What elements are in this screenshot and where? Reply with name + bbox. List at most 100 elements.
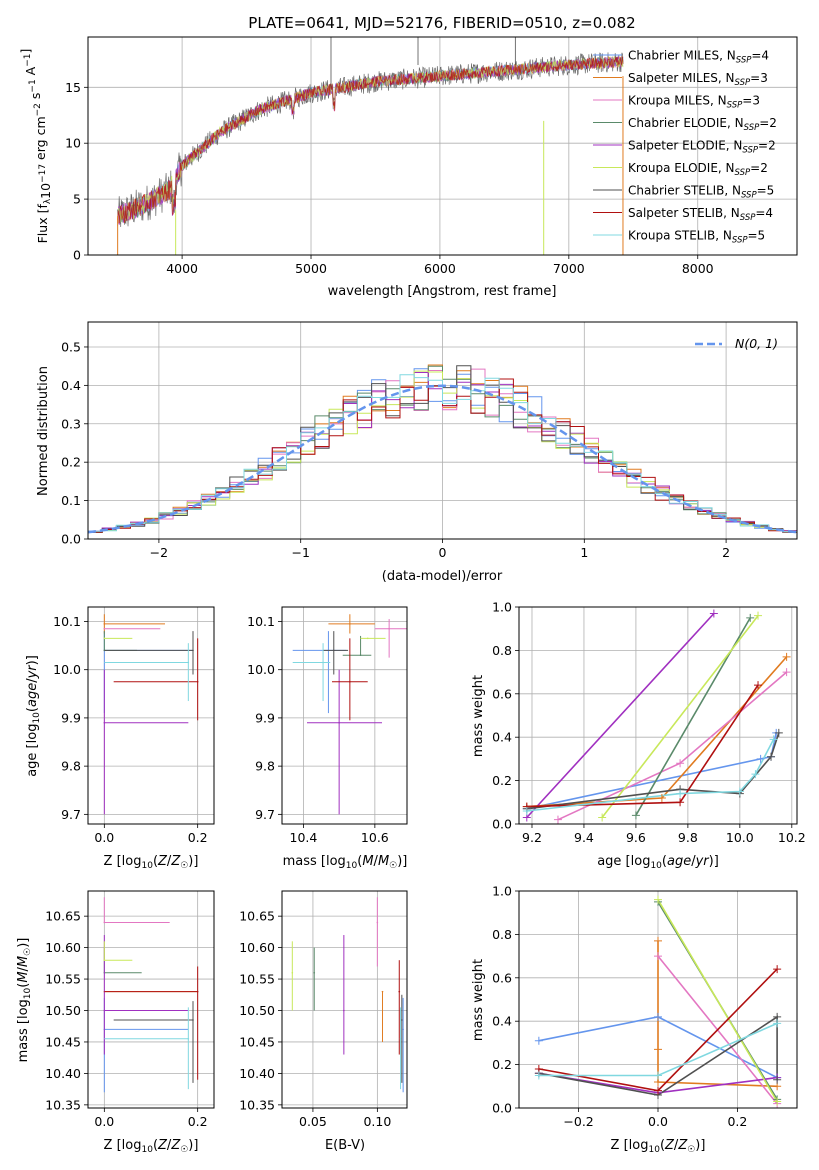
age-z-ytick-label: 9.7 [61,807,81,822]
mass-ebv-ytick-label: 10.55 [239,972,275,987]
age-weight-series-7 [526,684,759,808]
age-weight-marker [735,787,744,796]
age-weight-marker [756,754,765,763]
residual-ytick-label: 0.1 [61,493,81,508]
mass-ebv-point [313,971,316,974]
mass-z-ytick-label: 10.55 [45,972,81,987]
age-z-ytick-label: 10.1 [53,614,81,629]
age-weight-xtick-label: 10.2 [778,830,806,845]
spectrum-xtick-label: 5000 [295,261,327,276]
z-weight-marker [654,1071,662,1080]
mass-ebv-point [398,990,401,993]
z-weight-ytick-label: 1.0 [492,884,512,899]
mass-xlabel: mass [log10(M/M☉)] [283,854,408,871]
age-mass-xtick-label: 10.4 [290,830,318,845]
mass-z-point [187,1038,190,1040]
z-weight-marker [534,1036,543,1045]
age-weight-marker [767,752,776,761]
mass-z-ytick-label: 10.45 [45,1034,81,1049]
mass-ebv-point [381,990,384,993]
age-weight-marker [522,806,531,815]
legend-label: Chabrier STELIB, NSSP=5 [628,184,774,201]
age-z-point [192,649,194,652]
mass-ebv-point [343,1009,345,1012]
residual-ytick-label: 0.5 [61,339,81,354]
age-weight-xtick-label: 9.4 [574,830,594,845]
spectrum-xtick-label: 6000 [424,261,456,276]
z-weight-ytick-label: 0.2 [492,1057,512,1072]
age-mass-ytick-label: 9.8 [255,759,275,774]
age-mass-ytick-label: 10.0 [247,662,275,677]
z-weight-marker [534,1071,543,1080]
z-weight-marker [654,1045,662,1054]
z-weight-marker [654,936,662,945]
z-weight-series-1 [657,940,778,1088]
legend-label: Salpeter STELIB, NSSP=4 [628,206,773,223]
axes-layer [84,36,798,1112]
panel-0-data [117,37,624,255]
age-z-frame [87,606,215,825]
age-z-point [103,637,106,640]
panel-7-data [538,899,778,1105]
age-z-point [196,680,199,683]
mass-z-xtick-label: 0.2 [188,1114,208,1129]
spectrum-ytick-label: 15 [65,80,81,95]
mass-ebv-point [399,1038,402,1040]
mass-ebv-ytick-label: 10.50 [239,1003,275,1018]
age-weight-ylabel: mass weight [471,675,486,757]
spectrum-xlabel: wavelength [Angstrom, rest frame] [328,284,557,299]
age-mass-ytick-label: 10.1 [247,614,275,629]
z-weight-xtick-label: −0.2 [563,1114,593,1129]
age-mass-ytick-label: 9.9 [255,710,275,725]
age-mass-point [338,721,340,724]
age-ylabel: age [log10(age/yr)] [25,655,42,777]
age-mass-point [322,661,324,664]
mass-ebv-xtick-label: 0.05 [299,1114,327,1129]
age-mass-ytick-label: 9.7 [255,807,275,822]
residual-xtick-label: 2 [722,545,730,560]
residual-ytick-label: 0.2 [61,455,81,470]
panel-5-data [103,897,199,1093]
mass-ebv-point [376,921,379,924]
mass-z-point [103,1009,106,1012]
legend-label: N(0, 1) [735,336,778,351]
residual-frame [87,321,798,540]
age-weight-ytick-label: 0.4 [492,730,512,745]
legend-label: Salpeter ELODIE, NSSP=2 [628,139,776,156]
mass-ylabel: mass [log10(M/M☉)] [16,938,33,1063]
mass-z-ytick-label: 10.50 [45,1003,81,1018]
mass-z-frame [87,890,215,1109]
age-mass-point [332,649,335,652]
mass-ebv-point [401,1019,403,1021]
residual-ytick-label: 0.0 [61,532,81,547]
normal-curve [88,384,797,534]
age-weight-marker [782,652,791,661]
z-weight-marker [654,895,662,904]
age-weight-marker [746,613,755,622]
age-z-point [187,661,190,664]
z-weight-frame [518,890,798,1109]
z-weight-ytick-label: 0.8 [492,927,512,942]
z-weight-ytick-label: 0.0 [492,1101,512,1116]
age-weight-ytick-label: 1.0 [492,600,512,615]
z-weight-series-5 [657,899,778,1102]
spectrum-series-7 [117,56,624,224]
residual-xtick-label: −1 [291,545,309,560]
mass-ebv-ytick-label: 10.60 [239,940,275,955]
spectrum-xtick-label: 4000 [166,261,198,276]
spectrum-xtick-label: 8000 [682,261,714,276]
histogram-series-8 [88,374,797,535]
mass-z-point [103,921,106,924]
age-z-ytick-label: 9.9 [61,710,81,725]
age-mass-point [359,654,362,657]
age-z-xtick-label: 0.0 [94,830,114,845]
age-weight-series-0 [526,732,777,810]
age-z-point [103,721,106,724]
age-weight-series-4 [526,612,715,819]
spectrum-ylabel: Flux [fλ10−17 erg cm−2 s−1 A−1] [18,49,53,244]
residual-ylabel: Normed distribution [36,366,51,496]
age-weight-marker [553,815,562,824]
age-weight-frame [518,606,798,825]
age-weight-marker [754,611,763,620]
age-weight-xtick-label: 9.2 [522,830,542,845]
